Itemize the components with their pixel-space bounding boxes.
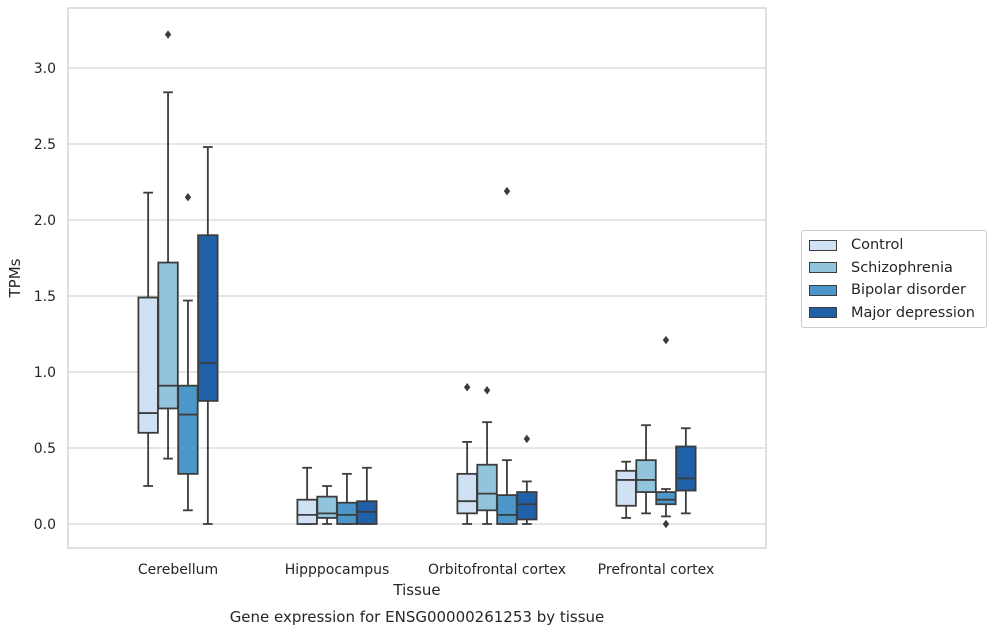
box-schizophrenia	[157, 30, 179, 460]
boxes-layer	[137, 30, 697, 529]
box-major-depression	[516, 434, 538, 525]
legend-swatch	[809, 307, 837, 319]
box-major-depression	[675, 427, 697, 515]
box-body	[177, 384, 199, 475]
legend-item: Control	[802, 234, 986, 257]
y-tick-label: 2.0	[34, 213, 56, 229]
outlier-point	[662, 519, 670, 529]
y-tick-labels: 0.0 0.5 1.0 1.5 2.0 2.5 3.0	[34, 61, 56, 533]
box-body	[675, 445, 697, 492]
box-body	[655, 491, 677, 506]
chart-caption: Gene expression for ENSG00000261253 by t…	[230, 608, 605, 626]
y-tick-label: 2.5	[34, 137, 56, 153]
legend-swatch	[809, 284, 837, 296]
y-tick-label: 1.5	[34, 289, 56, 305]
outlier-point	[483, 386, 491, 395]
legend-item: Schizophrenia	[802, 257, 986, 280]
legend-swatch	[809, 262, 837, 274]
legend-label: Major depression	[851, 304, 975, 321]
box-bipolar-disorder	[655, 335, 677, 529]
box-major-depression	[356, 466, 378, 525]
box-major-depression	[197, 146, 219, 525]
box-body	[496, 494, 518, 525]
box-bipolar-disorder	[336, 472, 358, 525]
x-tick-label: Cerebellum	[138, 562, 218, 578]
outlier-point	[164, 30, 172, 39]
legend: Control Schizophrenia Bipolar disorder Majo…	[801, 230, 987, 328]
y-axis-title: TPMs	[6, 258, 24, 298]
box-bipolar-disorder	[496, 186, 518, 525]
box-body	[516, 491, 538, 521]
y-tick-label: 3.0	[34, 61, 56, 77]
box-body	[635, 459, 657, 493]
x-tick-label: Prefrontal cortex	[598, 562, 715, 578]
box-body	[336, 501, 358, 525]
legend-swatch	[809, 239, 837, 251]
x-axis-title: Tissue	[392, 581, 440, 599]
y-tick-label: 0.0	[34, 517, 56, 533]
outlier-point	[662, 335, 670, 345]
y-tick-label: 0.5	[34, 441, 56, 457]
outlier-point	[503, 186, 511, 196]
legend-label: Schizophrenia	[851, 259, 953, 276]
box-body	[197, 234, 219, 402]
box-body	[157, 261, 179, 410]
box-body	[615, 469, 637, 507]
box-body	[476, 463, 498, 512]
box-control	[456, 383, 478, 525]
box-bipolar-disorder	[177, 193, 199, 512]
legend-item: Major depression	[802, 302, 986, 325]
outlier-point	[463, 383, 471, 392]
box-control	[137, 191, 159, 487]
x-tick-label: Hipppocampus	[285, 562, 390, 578]
box-schizophrenia	[635, 424, 657, 515]
box-schizophrenia	[316, 485, 338, 525]
x-tick-label: Orbitofrontal cortex	[428, 562, 566, 578]
box-body	[316, 495, 338, 519]
box-body	[456, 472, 478, 515]
box-body	[296, 498, 318, 525]
box-control	[296, 466, 318, 525]
legend-label: Bipolar disorder	[851, 282, 966, 299]
outlier-point	[184, 193, 192, 202]
plot-border	[67, 7, 767, 549]
y-tick-label: 1.0	[34, 365, 56, 381]
outlier-point	[523, 434, 531, 444]
box-schizophrenia	[476, 386, 498, 525]
x-tick-labels: Cerebellum Hipppocampus Orbitofrontal cort…	[138, 562, 714, 578]
legend-item: Bipolar disorder	[802, 279, 986, 302]
legend-label: Control	[851, 237, 904, 254]
